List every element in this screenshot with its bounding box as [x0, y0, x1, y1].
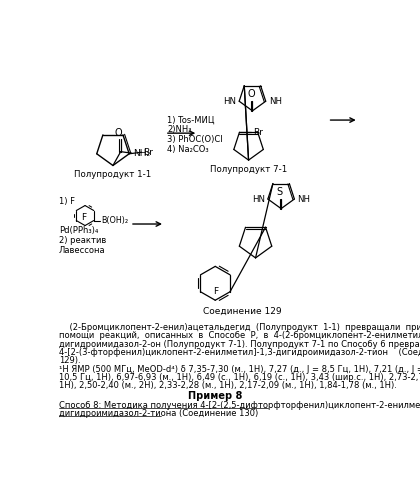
Text: Пример 8: Пример 8	[188, 391, 242, 401]
Text: ¹H ЯМР (500 МГц, MeOD-d⁴) δ 7,35-7,30 (м., 1H), 7,27 (д., J = 8,5 Гц, 1H), 7,21 : ¹H ЯМР (500 МГц, MeOD-d⁴) δ 7,35-7,30 (м…	[59, 364, 420, 374]
Text: Br: Br	[143, 148, 153, 156]
Text: S: S	[276, 187, 283, 197]
Text: Соединение 129: Соединение 129	[203, 306, 282, 316]
Text: 2) реактив: 2) реактив	[59, 236, 106, 246]
Text: NH: NH	[269, 96, 282, 106]
Text: 1) Tos-МИЦ: 1) Tos-МИЦ	[167, 116, 215, 124]
Text: NH₂: NH₂	[133, 148, 150, 158]
Text: F: F	[213, 288, 218, 296]
Text: (2-Бромциклопент-2-енил)ацетальдегид  (Полупродукт  1-1)  превращали  при: (2-Бромциклопент-2-енил)ацетальдегид (По…	[59, 324, 420, 332]
Text: NH: NH	[297, 194, 310, 203]
Text: 2)NH₃: 2)NH₃	[167, 126, 192, 134]
Text: Pd(PPh₃)₄: Pd(PPh₃)₄	[59, 226, 98, 235]
Text: 129).: 129).	[59, 356, 80, 364]
Text: дигидроимидазол-2-он (Полупродукт 7-1). Полупродукт 7-1 по Способу 6 превращали : дигидроимидазол-2-он (Полупродукт 7-1). …	[59, 340, 420, 348]
Text: помощи  реакций,  описанных  в  Способе  Р,  в  4-(2-бромциклопент-2-енилметил)-: помощи реакций, описанных в Способе Р, в…	[59, 332, 420, 340]
Text: O: O	[247, 90, 255, 100]
Text: дигидроимидазол-2-тиона (Соединение 130): дигидроимидазол-2-тиона (Соединение 130)	[59, 409, 258, 418]
Text: Полупродукт 7-1: Полупродукт 7-1	[210, 166, 287, 174]
Text: 1H), 2,50-2,40 (м., 2H), 2,33-2,28 (м., 1H), 2,17-2,09 (м., 1H), 1,84-1,78 (м., : 1H), 2,50-2,40 (м., 2H), 2,33-2,28 (м., …	[59, 380, 396, 390]
Text: 4) Na₂CO₃: 4) Na₂CO₃	[167, 146, 209, 154]
Text: 4-[2-(3-фторфенил)циклопент-2-енилметил]-1,3-дигидроимидазол-2-тион    (Соединен: 4-[2-(3-фторфенил)циклопент-2-енилметил]…	[59, 348, 420, 356]
Text: 3) PhOC(O)Cl: 3) PhOC(O)Cl	[167, 136, 223, 144]
Text: Br: Br	[253, 128, 262, 136]
Text: O: O	[115, 128, 122, 138]
Text: Полупродукт 1-1: Полупродукт 1-1	[74, 170, 152, 179]
Text: HN: HN	[223, 96, 236, 106]
Text: F: F	[81, 214, 86, 222]
Text: 10,5 Гц, 1H), 6,97-6,93 (м., 1H), 6,49 (с., 1H), 6,19 (с., 1H), 3,43 (шир.с., 1H: 10,5 Гц, 1H), 6,97-6,93 (м., 1H), 6,49 (…	[59, 372, 420, 382]
Text: Лавессона: Лавессона	[59, 246, 105, 256]
Text: HN: HN	[252, 194, 265, 203]
Text: 1) F: 1) F	[59, 197, 75, 206]
Text: Способ 8: Методика получения 4-[2-(2,5-дифторфторфенил)циклопент-2-енилметил]-1,: Способ 8: Методика получения 4-[2-(2,5-д…	[59, 400, 420, 409]
Text: B(OH)₂: B(OH)₂	[101, 216, 128, 225]
